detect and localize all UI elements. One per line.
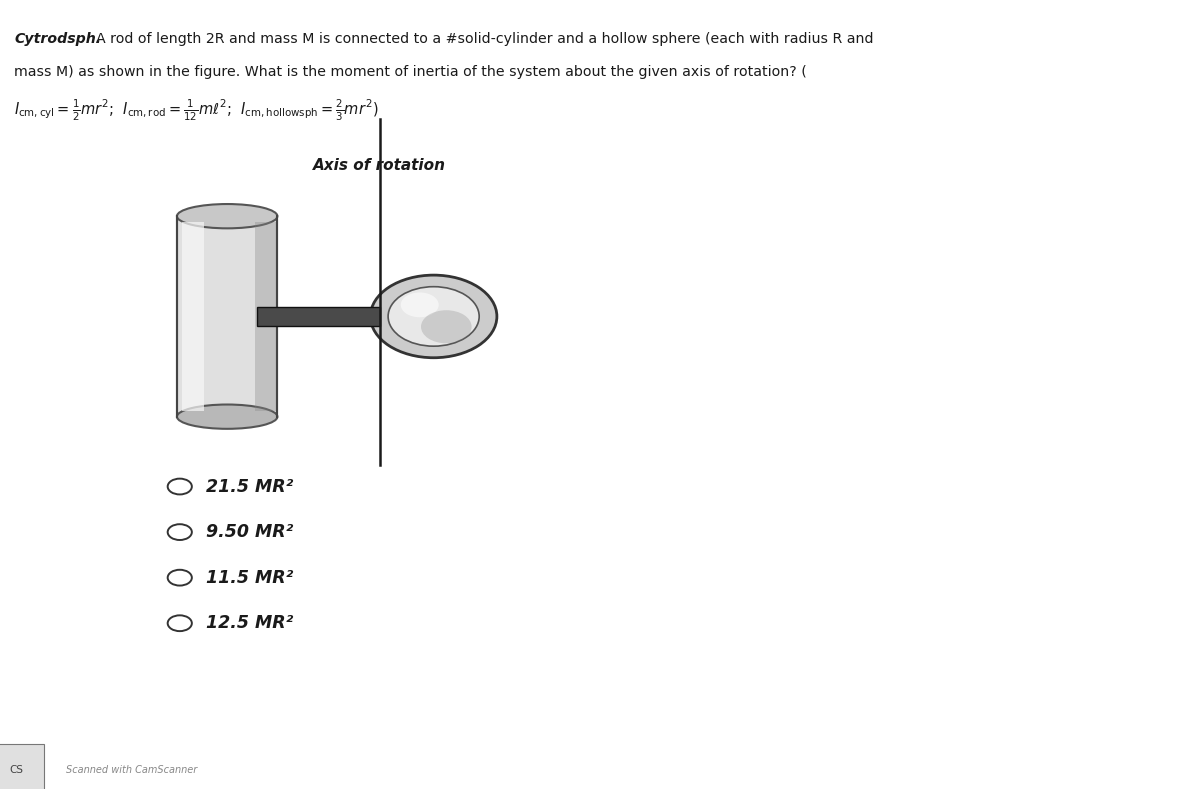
Ellipse shape xyxy=(176,405,277,429)
Bar xyxy=(257,307,379,326)
Text: Cytrodsph.: Cytrodsph. xyxy=(14,32,102,46)
Circle shape xyxy=(421,310,472,343)
Circle shape xyxy=(371,275,497,357)
Text: 12.5 MR²: 12.5 MR² xyxy=(206,614,293,632)
Text: mass M) as shown in the figure. What is the moment of inertia of the system abou: mass M) as shown in the figure. What is … xyxy=(14,65,808,79)
Ellipse shape xyxy=(176,204,277,228)
Text: CS: CS xyxy=(10,765,24,775)
Circle shape xyxy=(168,615,192,631)
Bar xyxy=(176,216,277,417)
Text: Scanned with CamScanner: Scanned with CamScanner xyxy=(66,765,197,775)
Text: 9.50 MR²: 9.50 MR² xyxy=(206,523,293,541)
Bar xyxy=(181,222,204,410)
Bar xyxy=(256,222,277,410)
Circle shape xyxy=(168,570,192,585)
Text: 11.5 MR²: 11.5 MR² xyxy=(206,569,293,587)
Text: 21.5 MR²: 21.5 MR² xyxy=(206,477,293,495)
Circle shape xyxy=(388,286,479,346)
Text: $I_{\mathregular{cm, cyl}} = \frac{1}{2}mr^2$;  $I_{\mathregular{cm, rod}} = \fr: $I_{\mathregular{cm, cyl}} = \frac{1}{2}… xyxy=(14,98,379,123)
Circle shape xyxy=(168,479,192,495)
Circle shape xyxy=(168,524,192,540)
Circle shape xyxy=(401,293,439,317)
Text: Axis of rotation: Axis of rotation xyxy=(313,159,446,174)
Text: A rod of length 2R and mass M is connected to a #solid-cylinder and a hollow sph: A rod of length 2R and mass M is connect… xyxy=(96,32,874,46)
